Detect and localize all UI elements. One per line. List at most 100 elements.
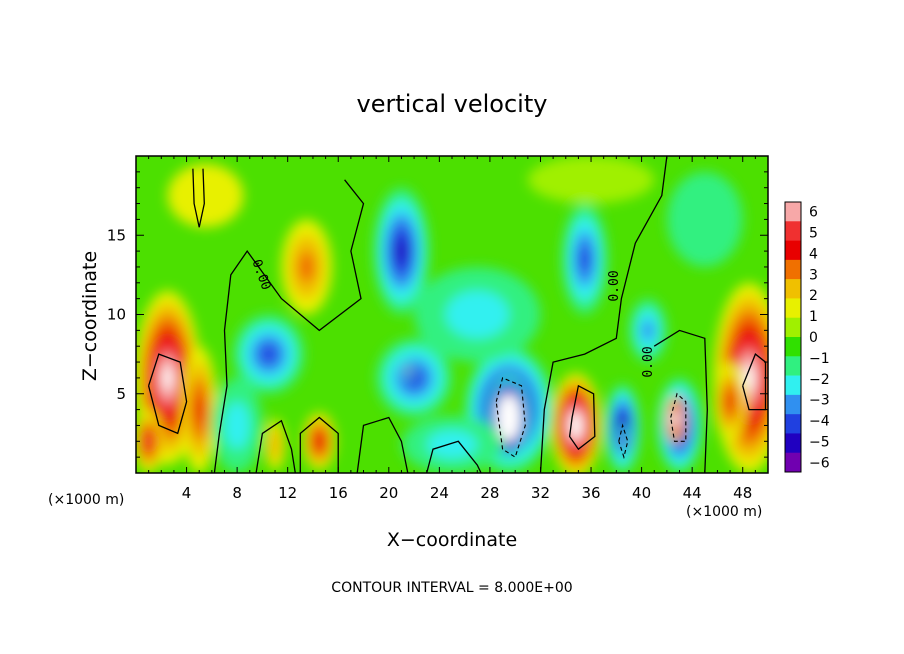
x-tick-label: 40 [632, 484, 651, 502]
negative-contour-line-2 [670, 392, 687, 442]
colorbar-swatch [785, 394, 801, 415]
negative-contour-line-1 [495, 377, 526, 458]
y-tick-label: 15 [107, 226, 126, 244]
x-tick-label: 24 [430, 484, 449, 502]
velocity-ring [572, 418, 580, 432]
velocity-cell-20 [414, 266, 541, 363]
velocity-ring [406, 368, 409, 372]
velocity-cell-11 [713, 362, 747, 442]
velocity-cell-22 [401, 415, 503, 473]
colorbar-tick-label: 5 [809, 226, 818, 242]
colorbar-tick-label: 3 [809, 267, 818, 283]
velocity-ring [167, 163, 244, 228]
velocity-cell-2 [136, 409, 164, 473]
colorbar: 6 5 4 3 2 1 0 −1 −2 −3 −4 −5 −6 [784, 201, 830, 473]
colorbar-swatch [785, 221, 801, 241]
contour-line-11 [742, 353, 767, 411]
x-axis-label: X−coordinate [387, 529, 517, 551]
contour-line-6 [426, 440, 482, 473]
velocity-ring [145, 434, 152, 448]
colorbar-swatch [785, 298, 801, 319]
velocity-ring [743, 364, 755, 392]
contour-line-7 [356, 416, 409, 473]
contour-line-5 [299, 416, 339, 473]
velocity-ring [426, 430, 478, 459]
svg-text:0.00: 0.00 [607, 270, 622, 301]
x-tick-label: 48 [733, 484, 752, 502]
x-tick-label: 32 [531, 484, 550, 502]
velocity-cell-6 [264, 419, 286, 470]
colorbar-tick-label: −2 [809, 372, 830, 388]
colorbar-tick-label: 0 [809, 330, 818, 346]
colorbar-tick-label: 1 [809, 309, 818, 325]
velocity-ring [315, 435, 323, 448]
contour-interval-footer: CONTOUR INTERVAL = 8.000E+00 [331, 580, 572, 596]
colorbar-tick-label: −3 [809, 393, 830, 409]
x-tick-label: 20 [379, 484, 398, 502]
velocity-ring [162, 365, 173, 391]
x-tick-label: 44 [683, 484, 702, 502]
velocity-cell-4 [281, 219, 332, 315]
colorbar-swatch [785, 279, 801, 299]
contour-line-8 [192, 168, 205, 228]
velocity-ring [725, 391, 735, 412]
velocity-ring [298, 251, 316, 283]
contour-line-2 [539, 156, 668, 473]
velocity-cell-9 [665, 395, 686, 443]
negative-contour-line-3 [618, 423, 629, 460]
velocity-ring [623, 439, 625, 444]
colorbar-tick-label: −4 [809, 414, 830, 430]
contour-line-1 [213, 179, 365, 473]
y-axis-ticks: 5 10 15 [107, 171, 768, 458]
velocity-ring [194, 393, 204, 426]
x-tick-label: 4 [182, 484, 192, 502]
velocity-cell-17 [561, 203, 608, 315]
velocity-ring [445, 290, 509, 339]
velocity-cell-26 [167, 163, 244, 228]
contour-line-9 [147, 353, 188, 435]
velocity-cell-19 [233, 314, 305, 394]
velocity-cell-21 [401, 360, 415, 380]
x-tick-label: 16 [329, 484, 348, 502]
plot-area [136, 156, 768, 473]
x-tick-label: 28 [480, 484, 499, 502]
contour-label-3: 0.00 [641, 346, 656, 377]
colorbar-frame [784, 201, 802, 473]
velocity-ring [579, 245, 591, 273]
svg-text:0.00: 0.00 [641, 346, 656, 377]
velocity-ring [395, 238, 408, 264]
velocity-ring [527, 156, 655, 204]
velocity-cell-27 [527, 156, 655, 204]
velocity-ring [666, 171, 743, 267]
velocity-ring [674, 416, 677, 422]
contour-line-10 [568, 384, 596, 451]
velocity-cell-5 [302, 412, 336, 470]
velocity-ring [271, 436, 279, 453]
velocity-cell-3 [181, 346, 217, 473]
x-unit-label-right: (×1000 m) [686, 504, 762, 520]
velocity-cell-23 [211, 377, 263, 473]
velocity-cell-25 [666, 171, 743, 267]
colorbar-tick-label: 2 [809, 288, 818, 304]
contour-lines [147, 156, 767, 473]
colorbar-swatch [785, 356, 801, 376]
y-axis-label: Z−coordinate [79, 251, 101, 381]
velocity-ring [641, 319, 655, 341]
colorbar-tick-label: 4 [809, 246, 818, 262]
x-tick-label: 8 [232, 484, 242, 502]
x-unit-label-left: (×1000 m) [48, 492, 124, 508]
velocity-ring [259, 344, 278, 365]
velocity-ring [224, 401, 250, 450]
velocity-ring [507, 414, 511, 421]
contour-label-2: 0.00 [607, 270, 622, 301]
y-tick-label: 10 [107, 306, 126, 324]
colorbar-swatch [785, 452, 801, 473]
colorbar-tick-label: −1 [809, 351, 830, 367]
contour-line-4 [255, 419, 296, 473]
x-tick-label: 36 [581, 484, 600, 502]
velocity-field [136, 156, 768, 473]
velocity-cell-24 [628, 298, 667, 363]
colorbar-swatch [785, 414, 801, 434]
colorbar-swatch [785, 337, 801, 357]
